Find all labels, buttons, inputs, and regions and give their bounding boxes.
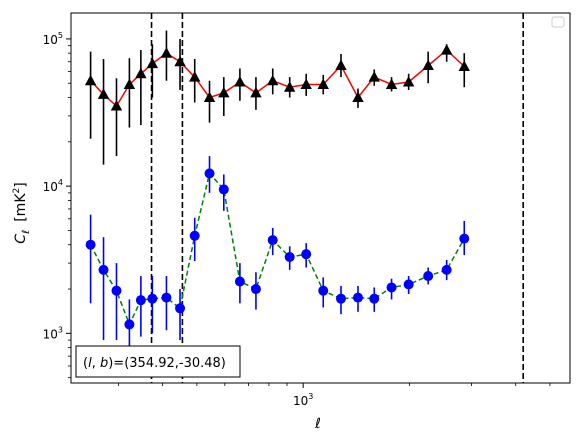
series-2-point-16: [301, 249, 312, 260]
plot-area: [84, 13, 524, 383]
x-tick-label-1: 103: [293, 392, 313, 408]
y-tick-label-2: 104: [43, 178, 63, 194]
series-2-point-2: [98, 264, 109, 275]
series-1-point-5: [135, 67, 147, 79]
series-2-point-22: [403, 279, 414, 290]
series-1-point-19: [352, 91, 364, 103]
series-1-point-25: [458, 60, 470, 71]
series-2-point-12: [234, 276, 245, 287]
series-1-point-1: [84, 74, 97, 86]
axes-frame: [70, 12, 571, 384]
series-1-point-4: [123, 78, 136, 90]
coordinate-annotation-box: [75, 345, 241, 378]
legend-box: [551, 16, 565, 28]
series-2-point-4: [124, 319, 135, 330]
series-2-point-20: [369, 293, 380, 304]
y-axis-label: Cℓ[mK2]: [12, 182, 32, 243]
series-1-point-10: [203, 91, 216, 103]
series-2-point-23: [423, 271, 434, 282]
series-1-point-20: [368, 71, 380, 82]
series-1-point-14: [267, 74, 279, 86]
series-2-point-7: [161, 292, 172, 303]
series-2-point-25: [459, 233, 470, 244]
y-tick-label-1: 103: [43, 325, 63, 341]
series-2-point-9: [189, 230, 200, 241]
series-1-point-23: [422, 59, 434, 70]
series-1-point-16: [300, 78, 312, 90]
series-1-point-15: [283, 81, 296, 92]
series-2-point-8: [175, 303, 186, 314]
series-2-point-6: [147, 293, 158, 304]
series-2-point-19: [352, 292, 363, 303]
series-1-point-22: [402, 75, 415, 87]
series-2-point-14: [267, 235, 278, 246]
series-1-point-3: [110, 100, 123, 111]
series-2-point-18: [335, 293, 346, 304]
series-1-point-6: [146, 57, 159, 69]
coordinate-annotation: (l, b)=(354.92,-30.48): [83, 356, 226, 371]
series-1-point-11: [218, 86, 230, 98]
series-1-point-7: [160, 47, 173, 58]
series-1-point-13: [250, 86, 262, 98]
series-1-point-21: [385, 78, 398, 90]
series-1-point-2: [97, 88, 110, 99]
series-2-point-17: [318, 285, 329, 296]
series-1-point-9: [189, 71, 201, 82]
series-2-point-15: [284, 252, 295, 263]
series-1-point-24: [440, 44, 453, 55]
series-1-point-17: [317, 78, 329, 90]
series-2-point-21: [386, 282, 397, 293]
series-2-point-1: [85, 239, 96, 250]
series-2-point-3: [111, 285, 122, 296]
series-2-point-5: [135, 295, 146, 306]
y-tick-label-3: 105: [43, 31, 63, 47]
series-2-point-10: [204, 168, 215, 179]
series-2-point-11: [218, 184, 229, 195]
series-2-point-13: [250, 284, 261, 295]
series-2-point-24: [441, 264, 452, 275]
axes-ticks: 103 104 105 103: [43, 31, 551, 408]
series-1-point-18: [335, 59, 347, 70]
x-axis-label: ℓ: [314, 416, 321, 432]
series-1-point-12: [234, 75, 246, 87]
series-1-point-8: [174, 55, 186, 67]
